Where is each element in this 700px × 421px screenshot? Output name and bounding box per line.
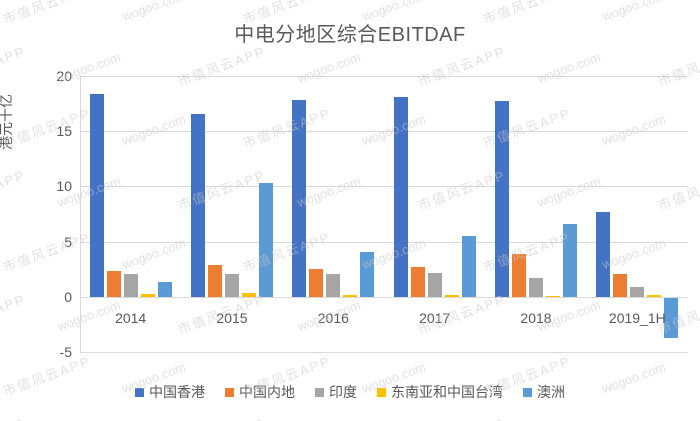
bar <box>259 183 273 297</box>
bar <box>495 101 509 297</box>
legend-label: 澳洲 <box>537 384 565 400</box>
zero-baseline <box>80 296 688 298</box>
legend-item[interactable]: 中国内地 <box>225 382 295 402</box>
bar <box>563 223 577 297</box>
legend-swatch-icon <box>135 387 144 397</box>
gridline <box>80 241 688 243</box>
bar <box>123 273 138 297</box>
legend-label: 中国内地 <box>239 384 295 400</box>
bar <box>427 272 442 297</box>
bar <box>664 296 679 338</box>
bar <box>630 286 645 297</box>
y-axis-tick-label: 5 <box>64 233 72 250</box>
gridline <box>80 186 688 188</box>
bar <box>360 251 375 297</box>
gridline <box>80 76 688 77</box>
bar <box>292 100 307 297</box>
bar <box>410 266 425 297</box>
bar <box>106 271 121 297</box>
bar <box>191 113 205 297</box>
bar <box>89 93 104 297</box>
x-axis-tick-label: 2016 <box>317 310 349 326</box>
legend-item[interactable]: 中国香港 <box>135 382 205 402</box>
bar <box>613 273 628 297</box>
x-axis-tick-label: 2018 <box>520 310 552 326</box>
bar <box>326 273 341 297</box>
y-axis-tick-label: -5 <box>59 344 72 360</box>
x-axis-tick-label: 2014 <box>115 310 147 326</box>
legend-swatch-icon <box>225 387 234 397</box>
y-axis-tick-label: 10 <box>56 178 72 195</box>
bar <box>461 236 476 297</box>
legend-swatch-icon <box>377 387 386 397</box>
y-axis-tick-label: 0 <box>64 288 72 305</box>
bar <box>208 264 222 297</box>
bar <box>343 294 358 297</box>
legend-swatch-icon <box>315 387 324 397</box>
bar <box>647 295 662 297</box>
gridline <box>80 131 688 133</box>
legend-item[interactable]: 印度 <box>315 382 357 402</box>
bar <box>225 273 239 297</box>
bar <box>393 96 408 297</box>
y-axis-tick-label: 15 <box>56 123 72 140</box>
plot-area <box>80 76 688 353</box>
gridline <box>80 352 688 353</box>
legend-item[interactable]: 澳洲 <box>523 382 565 402</box>
bar <box>444 295 459 297</box>
bar <box>546 295 560 297</box>
bar <box>157 282 172 297</box>
x-axis-tick-label: 2015 <box>216 310 248 326</box>
bar <box>596 211 611 297</box>
y-axis-line <box>80 76 81 352</box>
x-axis-tick-label: 2017 <box>419 310 451 326</box>
x-axis-tick-label: 2019_1H <box>608 310 666 326</box>
y-axis-label: 港元十亿 <box>0 94 14 150</box>
bar <box>242 293 256 297</box>
legend-label: 中国香港 <box>149 384 205 400</box>
legend-label: 东南亚和中国台湾 <box>391 384 503 400</box>
bar <box>140 294 155 297</box>
bar <box>529 278 543 297</box>
legend-label: 印度 <box>329 384 357 400</box>
y-axis-tick-label: 20 <box>56 68 72 84</box>
bar <box>309 269 324 297</box>
legend-item[interactable]: 东南亚和中国台湾 <box>377 382 503 402</box>
bar <box>512 253 526 297</box>
chart-legend: 中国香港 中国内地 印度 东南亚和中国台湾 澳洲 <box>0 382 700 402</box>
chart-title: 中电分地区综合EBITDAF <box>234 24 466 46</box>
legend-swatch-icon <box>523 387 532 397</box>
